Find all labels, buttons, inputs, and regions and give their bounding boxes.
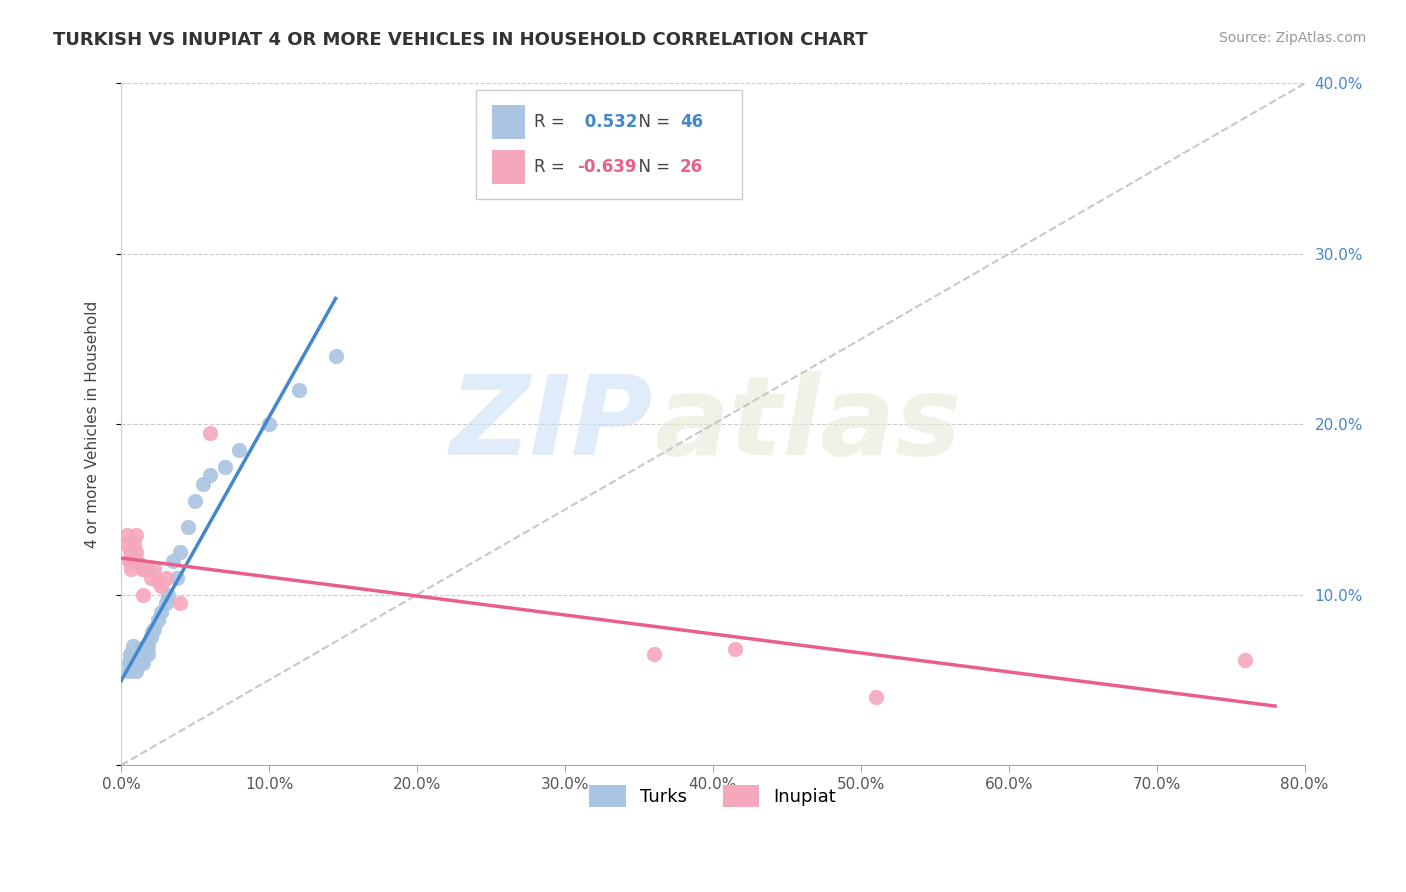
Point: [214, 459, 236, 474]
Text: R =: R =: [534, 158, 571, 177]
Point: [136, 648, 159, 662]
Point: [121, 648, 143, 662]
Point: [128, 656, 150, 670]
Point: [115, 528, 138, 542]
Text: 26: 26: [679, 158, 703, 177]
Point: [128, 648, 150, 662]
Text: -0.639: -0.639: [576, 158, 637, 177]
Point: [157, 588, 180, 602]
Point: [146, 613, 169, 627]
Point: [117, 656, 139, 670]
Point: [191, 477, 214, 491]
Point: [228, 442, 250, 457]
Point: [169, 596, 191, 610]
Point: [127, 659, 149, 673]
Point: [131, 562, 153, 576]
Point: [155, 596, 177, 610]
Text: N =: N =: [627, 113, 675, 131]
Point: [122, 554, 145, 568]
Y-axis label: 4 or more Vehicles in Household: 4 or more Vehicles in Household: [86, 301, 100, 548]
Point: [257, 417, 280, 432]
Text: N =: N =: [627, 158, 675, 177]
Text: TURKISH VS INUPIAT 4 OR MORE VEHICLES IN HOUSEHOLD CORRELATION CHART: TURKISH VS INUPIAT 4 OR MORE VEHICLES IN…: [53, 31, 868, 49]
Point: [117, 554, 139, 568]
Point: [124, 536, 146, 550]
Point: [122, 639, 145, 653]
Point: [124, 659, 146, 673]
Point: [129, 650, 152, 665]
Text: atlas: atlas: [654, 371, 962, 478]
Point: [198, 468, 221, 483]
Point: [198, 425, 221, 440]
Point: [134, 562, 156, 576]
Point: [117, 665, 139, 679]
Point: [865, 690, 887, 704]
Point: [150, 605, 173, 619]
Point: [121, 562, 143, 576]
Point: [134, 642, 156, 657]
Point: [132, 648, 155, 662]
Legend: Turks, Inupiat: Turks, Inupiat: [582, 778, 844, 814]
Text: 0.532: 0.532: [579, 113, 637, 131]
Point: [166, 571, 188, 585]
Point: [136, 562, 159, 576]
Point: [125, 648, 148, 662]
Point: [118, 545, 141, 559]
Point: [128, 557, 150, 571]
Point: [127, 554, 149, 568]
Point: [287, 383, 309, 397]
Text: 46: 46: [679, 113, 703, 131]
Point: [129, 642, 152, 657]
Point: [121, 659, 143, 673]
Point: [125, 528, 148, 542]
Point: [118, 652, 141, 666]
Point: [114, 536, 136, 550]
Point: [127, 652, 149, 666]
Point: [132, 588, 155, 602]
Point: [177, 519, 200, 533]
Point: [125, 545, 148, 559]
Point: [139, 631, 162, 645]
Point: [122, 650, 145, 665]
Point: [1234, 652, 1257, 666]
FancyBboxPatch shape: [492, 105, 524, 139]
Point: [141, 625, 163, 640]
Point: [122, 656, 145, 670]
Text: ZIP: ZIP: [450, 371, 654, 478]
Point: [162, 554, 184, 568]
Point: [124, 652, 146, 666]
Point: [132, 656, 155, 670]
Point: [155, 571, 177, 585]
Point: [135, 639, 157, 653]
Point: [142, 622, 165, 636]
Point: [184, 494, 207, 508]
Point: [150, 579, 173, 593]
Point: [146, 574, 169, 588]
Point: [169, 545, 191, 559]
Point: [325, 349, 347, 363]
Point: [125, 665, 148, 679]
FancyBboxPatch shape: [477, 90, 742, 199]
Point: [125, 656, 148, 670]
Text: Source: ZipAtlas.com: Source: ZipAtlas.com: [1219, 31, 1367, 45]
FancyBboxPatch shape: [492, 150, 524, 185]
Point: [139, 571, 162, 585]
Point: [136, 639, 159, 653]
Text: R =: R =: [534, 113, 571, 131]
Point: [643, 648, 665, 662]
Point: [131, 652, 153, 666]
Point: [142, 562, 165, 576]
Point: [724, 642, 747, 657]
Point: [118, 648, 141, 662]
